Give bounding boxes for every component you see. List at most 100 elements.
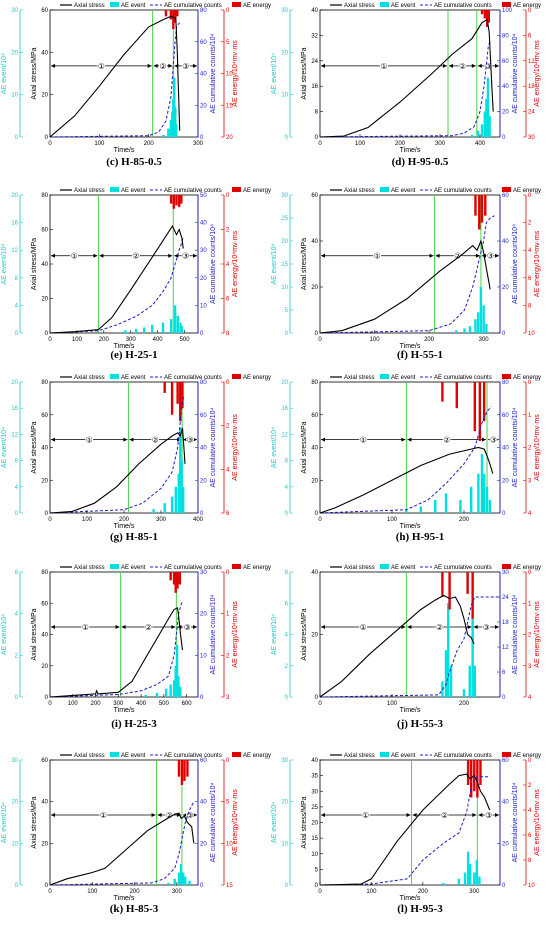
ae-event-tick-label: 0	[285, 331, 289, 337]
ae-energy-axis-title: AE energy/10⁴mv·ms	[534, 40, 541, 107]
ae-energy-bar	[478, 195, 481, 230]
ae-event-bar	[179, 686, 182, 697]
axial-stress-line	[49, 812, 195, 886]
ae-energy-tick-label: 6	[226, 511, 230, 517]
time-tick-label: 400	[475, 141, 486, 147]
stress-tick-label: 40	[311, 758, 318, 764]
time-tick-label: 0	[318, 701, 322, 707]
axial-stress-line	[49, 15, 181, 138]
ae-event-bar	[167, 882, 170, 885]
ae-event-axis-title: AE event/10⁴	[1, 614, 8, 655]
cumulative-tick-label: 6	[502, 670, 506, 676]
ae-event-bar	[124, 330, 127, 333]
stress-tick-label: 40	[311, 8, 318, 14]
stress-tick-label: 0	[45, 883, 49, 889]
ae-energy-tick-label: 0	[528, 380, 532, 386]
ae-energy-tick-label: 0	[226, 570, 230, 576]
ae-event-bar	[479, 287, 483, 333]
legend-label-event: AE event	[121, 565, 146, 571]
stage-arrow-head	[153, 63, 173, 68]
ae-energy-tick-label: 2	[528, 221, 532, 227]
ae-energy-axis-title: AE energy/10⁴mv·ms	[232, 414, 239, 481]
cumulative-tick-label: 0	[200, 695, 204, 701]
legend-label-energy: AE energy	[243, 188, 271, 194]
ae-event-tick-label: 20	[281, 800, 288, 806]
ae-energy-bar	[177, 760, 181, 777]
ae-energy-tick-label: 20	[226, 135, 233, 141]
stage-label: ②	[159, 62, 166, 71]
stress-tick-label: 40	[41, 800, 48, 806]
ae-event-bar	[455, 330, 458, 333]
ae-event-bar	[182, 486, 185, 513]
ae-event-axis-title: AE event/10⁴	[271, 243, 278, 284]
ae-energy-bar	[441, 382, 444, 402]
ae-energy-tick-label: 8	[528, 303, 532, 309]
ae-event-bar	[486, 77, 490, 137]
cumulative-tick-label: 20	[502, 478, 509, 484]
ae-event-tick-label: 8	[15, 459, 19, 465]
stage-label: ③	[487, 252, 494, 261]
ae-energy-bar	[170, 382, 174, 415]
plot-frame	[319, 194, 501, 334]
stress-tick-label: 0	[315, 331, 319, 337]
ae-energy-tick-label: 15	[226, 103, 233, 109]
cumulative-tick-label: 50	[200, 193, 207, 199]
ae-energy-bar	[473, 382, 476, 432]
ae-event-bar	[163, 503, 166, 513]
ae-energy-bar	[174, 10, 177, 23]
cumulative-tick-label: 80	[502, 380, 509, 386]
ae-energy-bar	[169, 572, 172, 581]
legend-swatch-event	[380, 564, 389, 569]
cumulative-tick-label: 40	[502, 800, 509, 806]
ae-event-tick-label: 20	[11, 193, 18, 199]
time-tick-label: 100	[355, 141, 366, 147]
time-tick-label: 500	[159, 701, 170, 707]
stress-tick-label: 60	[311, 413, 318, 419]
cumulative-tick-label: 0	[200, 883, 204, 889]
ae-event-tick-label: 20	[11, 380, 18, 386]
stress-tick-label: 80	[41, 193, 48, 199]
ae-cumulative-line	[319, 776, 490, 886]
ae-event-tick-label: 20	[281, 239, 288, 245]
ae-energy-tick-label: 4	[528, 808, 532, 814]
ae-event-axis-title: AE event/10⁴	[1, 243, 8, 284]
legend-label-event: AE event	[121, 753, 146, 759]
time-tick-label: 100	[366, 889, 377, 895]
plot-frame	[319, 9, 501, 138]
stage-label: ②	[436, 623, 443, 632]
legend-label-stress: Axial stress	[74, 753, 105, 759]
ae-event-bar	[449, 665, 453, 697]
ae-event-bar	[405, 509, 408, 513]
stress-axis-title: Axial stress/MPa	[301, 796, 308, 848]
cumulative-tick-label: 30	[200, 248, 207, 254]
stress-tick-label: 20	[311, 478, 318, 484]
ae-event-tick-label: 10	[281, 285, 288, 291]
time-tick-label: 0	[318, 517, 322, 523]
ae-energy-axis-title: AE energy/10⁴mv·ms	[232, 230, 239, 297]
time-axis-title: Time/s	[400, 147, 421, 154]
panel-caption: (g) H-85-1	[110, 531, 158, 543]
stress-tick-label: 40	[41, 50, 48, 56]
ae-event-tick-label: 10	[11, 841, 18, 847]
ae-event-bar	[478, 876, 481, 885]
ae-energy-tick-label: 4	[528, 511, 532, 517]
ae-energy-bar	[476, 760, 479, 798]
ae-energy-tick-label: 2	[528, 633, 532, 639]
legend-swatch-energy	[502, 564, 511, 569]
cumulative-tick-label: 0	[200, 511, 204, 517]
ae-event-bar	[177, 676, 180, 697]
ae-energy-tick-label: 10	[528, 331, 535, 337]
cumulative-tick-label: 30	[200, 570, 207, 576]
cumulative-tick-label: 20	[502, 110, 509, 116]
ae-event-axis-title: AE event/10⁴	[1, 427, 8, 468]
ae-event-tick-label: 20	[281, 50, 288, 56]
axial-stress-line	[319, 446, 494, 514]
ae-event-axis-title: AE event/10⁴	[271, 614, 278, 655]
legend-label-stress: Axial stress	[344, 3, 375, 9]
cumulative-tick-label: 60	[200, 413, 207, 419]
legend-label-energy: AE energy	[513, 565, 541, 571]
stage-arrow-head	[177, 625, 197, 629]
chart-panel-9: 0 10 20 30 AE event/10⁴ Axial stress/MPa 0 20 40…	[1, 752, 271, 915]
ae-event-tick-label: 8	[285, 570, 289, 576]
